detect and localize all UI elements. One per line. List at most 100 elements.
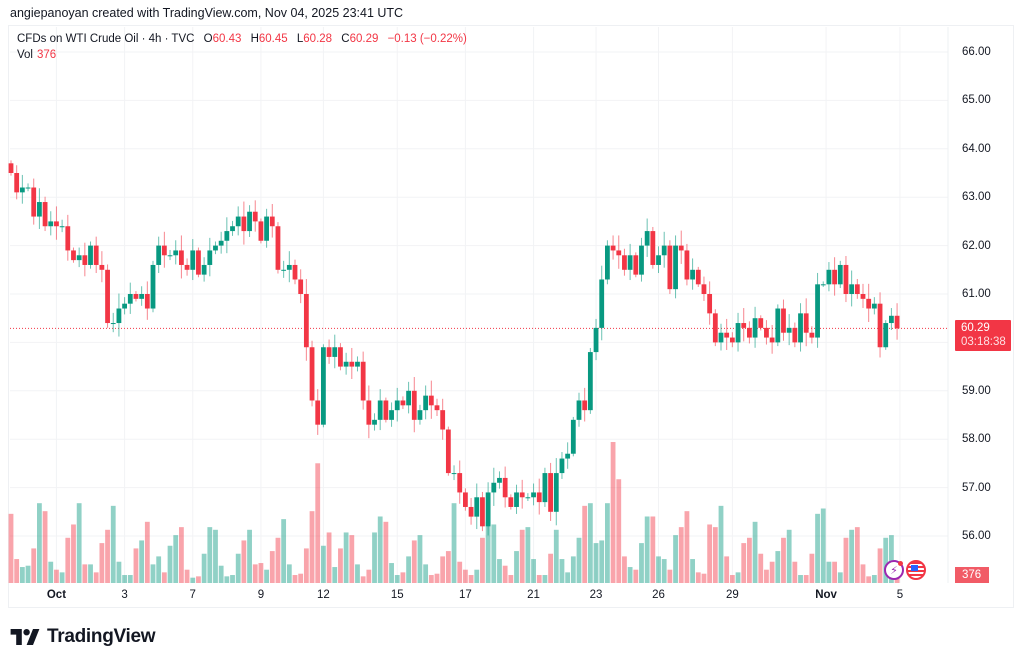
candle-body (417, 410, 423, 420)
candle-body (553, 473, 559, 512)
volume-bar (127, 575, 133, 583)
volume-bar (491, 524, 497, 583)
volume-bar (826, 561, 832, 583)
volume-bar (326, 532, 332, 583)
volume-bar (877, 548, 883, 583)
volume-bar (570, 556, 576, 583)
volume-bar (786, 529, 792, 583)
lightning-event-icon[interactable]: ⚡ (884, 560, 904, 580)
volume-bar (247, 529, 252, 583)
volume-bar (485, 521, 491, 583)
candle-body (434, 405, 440, 411)
candle-body (247, 211, 252, 232)
candle-body (871, 303, 877, 309)
volume-bar (292, 575, 298, 583)
candle-body (14, 173, 20, 193)
volume-label[interactable]: Vol (17, 49, 33, 61)
candle-body (105, 269, 110, 324)
volume-bar (480, 537, 485, 583)
time-tick-label: 12 (316, 589, 330, 601)
candle-body (832, 269, 837, 285)
candle-body (866, 298, 872, 309)
volume-value: 376 (37, 49, 57, 61)
candle-body (423, 395, 429, 411)
volume-bar (871, 575, 877, 583)
candle-body (798, 313, 803, 343)
volume-bar (542, 575, 548, 583)
volume-bar (457, 561, 463, 583)
time-tick-label: 3 (121, 589, 128, 601)
candle-body (303, 294, 309, 348)
candle-body (860, 294, 866, 299)
volume-bar (139, 540, 145, 583)
candle-body (468, 506, 474, 517)
candle-body (894, 315, 900, 329)
volume-bar (519, 529, 525, 583)
candle-body (372, 419, 377, 425)
candle-body (519, 492, 525, 498)
candle-body (445, 429, 451, 474)
candle-body (139, 294, 145, 299)
candle-body (582, 400, 588, 411)
symbol-legend: CFDs on WTI Crude Oil · 4h · TVC O60.43 … (17, 33, 467, 45)
candle-body (82, 255, 88, 265)
volume-bar (264, 569, 269, 583)
us-flag-event-icon[interactable] (906, 560, 926, 580)
tradingview-logo[interactable]: TradingView (10, 626, 156, 648)
volume-bar (298, 573, 304, 583)
time-tick-label: 23 (589, 589, 603, 601)
candle-body (616, 250, 622, 256)
candle-body (587, 352, 593, 411)
volume-bar (25, 565, 31, 583)
candle-body (360, 361, 366, 401)
candle-body (724, 332, 730, 338)
candle-body (531, 492, 536, 498)
candle-body (593, 327, 599, 353)
candle-body (514, 492, 519, 507)
candle-body (411, 390, 417, 420)
candle-body (196, 250, 201, 275)
candle-body (71, 250, 76, 261)
candle-body (366, 400, 372, 425)
volume-bar (366, 569, 372, 583)
candle-body (735, 323, 741, 343)
candle-body (326, 347, 332, 357)
candle-body (332, 347, 338, 357)
candle-body (656, 255, 661, 265)
volume-bar (184, 569, 190, 583)
price-tick-label: 58.00 (962, 433, 991, 446)
price-tick-label: 63.00 (962, 191, 991, 204)
candle-body (88, 245, 93, 265)
price-tick-label: 62.00 (962, 239, 991, 252)
candle-body (48, 221, 54, 227)
candle-body (599, 279, 605, 328)
volume-bar (309, 511, 315, 583)
volume-bar (116, 561, 122, 583)
volume-bar (712, 527, 718, 583)
volume-bar (610, 442, 616, 583)
symbol-title[interactable]: CFDs on WTI Crude Oil · 4h · TVC (17, 33, 195, 45)
candle-body (815, 284, 820, 338)
time-tick-label: 7 (189, 589, 196, 601)
candle-body (31, 187, 37, 217)
low-label: L (296, 33, 304, 45)
volume-bar (65, 537, 71, 583)
candle-body (428, 395, 434, 406)
volume-bar (343, 532, 349, 583)
volume-bar (196, 576, 201, 583)
volume-bar (48, 561, 54, 583)
volume-bar (88, 564, 93, 583)
candle-body (502, 477, 508, 498)
candle-body (54, 221, 59, 227)
candle-body (99, 264, 105, 270)
volume-bar (105, 529, 110, 583)
volume-bar (820, 508, 826, 583)
volume-bar (661, 559, 667, 583)
price-tick-label: 66.00 (962, 46, 991, 58)
candle-body (627, 255, 633, 270)
candle-body (474, 497, 480, 517)
volume-bar (230, 575, 235, 583)
candle-body (661, 245, 667, 256)
volume-bar (235, 553, 241, 583)
